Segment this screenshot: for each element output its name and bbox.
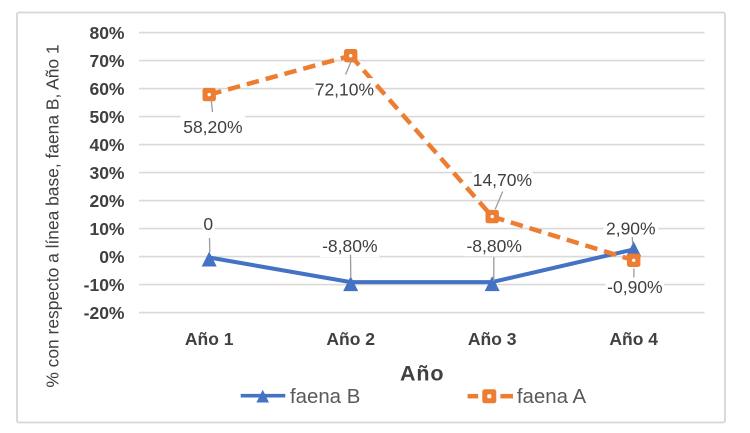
svg-text:0: 0 <box>203 214 213 234</box>
svg-text:2,90%: 2,90% <box>606 218 656 238</box>
svg-text:0%: 0% <box>99 247 125 267</box>
svg-text:faena A: faena A <box>517 386 587 408</box>
svg-text:40%: 40% <box>89 135 124 155</box>
svg-text:50%: 50% <box>89 107 124 127</box>
svg-text:-0,90%: -0,90% <box>607 277 662 297</box>
svg-text:80%: 80% <box>89 23 124 43</box>
svg-text:Año 1: Año 1 <box>185 329 234 349</box>
svg-text:-20%: -20% <box>84 303 125 323</box>
svg-text:10%: 10% <box>89 219 124 239</box>
svg-text:-8,80%: -8,80% <box>466 236 521 256</box>
svg-text:20%: 20% <box>89 191 124 211</box>
svg-text:Año: Año <box>400 362 445 386</box>
svg-text:% con respecto a línea base, f: % con respecto a línea base, faena B, Añ… <box>43 44 63 387</box>
svg-text:70%: 70% <box>89 51 124 71</box>
svg-text:14,70%: 14,70% <box>473 170 532 190</box>
svg-text:-10%: -10% <box>84 275 125 295</box>
svg-text:Año 3: Año 3 <box>468 329 517 349</box>
svg-text:60%: 60% <box>89 79 124 99</box>
svg-text:Año 2: Año 2 <box>326 329 375 349</box>
svg-text:30%: 30% <box>89 163 124 183</box>
svg-text:Año 4: Año 4 <box>609 329 658 349</box>
svg-text:58,20%: 58,20% <box>183 117 242 137</box>
svg-text:-8,80%: -8,80% <box>322 236 377 256</box>
svg-text:72,10%: 72,10% <box>315 79 374 99</box>
svg-text:faena B: faena B <box>290 386 360 408</box>
